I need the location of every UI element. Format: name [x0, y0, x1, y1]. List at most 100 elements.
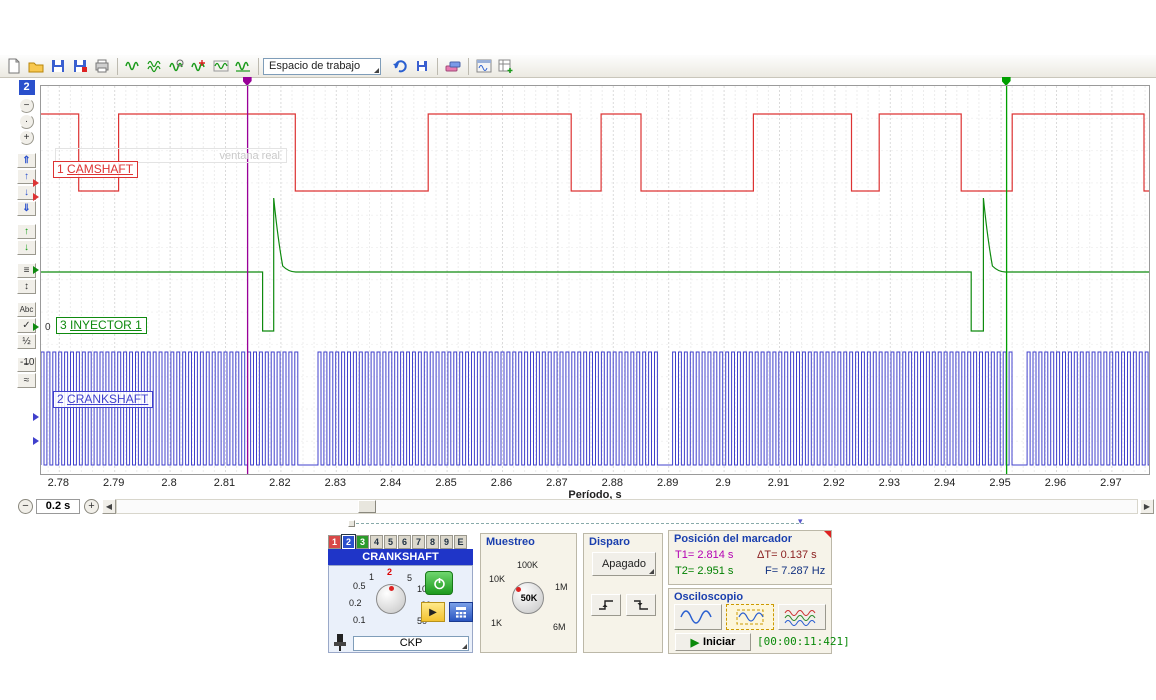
x-tick-label: 2.84: [379, 477, 402, 489]
zoom-reset-button[interactable]: ·: [19, 114, 34, 129]
sine-double-icon: [147, 60, 161, 73]
overlay-view-button[interactable]: ≈: [17, 373, 36, 388]
add-panel-button[interactable]: [495, 56, 517, 76]
pan-slider-grip[interactable]: [348, 520, 355, 527]
x-tick-label: 2.79: [102, 477, 125, 489]
dropdown-fold-icon: [374, 67, 379, 73]
inyector-level-marker-icon[interactable]: [33, 266, 39, 274]
sampling-knob[interactable]: 50K: [512, 582, 544, 614]
pan-slider-marker-icon[interactable]: ▾: [798, 516, 803, 526]
channel-label-crankshaft[interactable]: 2 CRANKSHAFT: [53, 391, 154, 408]
trigger-falling-edge-button[interactable]: [626, 594, 656, 616]
crankshaft-zero-marker-icon[interactable]: [33, 437, 39, 445]
time-zoom-out-button[interactable]: −: [18, 499, 33, 514]
move-trace-up-fast-button[interactable]: ⇑: [17, 153, 36, 168]
save-button[interactable]: [47, 56, 69, 76]
x-tick-label: 2.8: [161, 477, 177, 489]
channel-power-button[interactable]: [425, 571, 453, 595]
export-button[interactable]: [91, 56, 113, 76]
channel-auto-button[interactable]: ▶: [421, 602, 445, 622]
workspace-dropdown[interactable]: Espacio de trabajo: [263, 57, 381, 75]
knob-label: 5: [407, 573, 413, 583]
waveform-canvas: [40, 86, 1149, 474]
scope-settings-button[interactable]: [473, 56, 495, 76]
camshaft-zero-marker-icon[interactable]: [33, 193, 39, 201]
horizontal-scrollbar[interactable]: [116, 499, 1138, 514]
scroll-right-button[interactable]: ▶: [1140, 499, 1154, 514]
sampling-label: 10K: [489, 574, 506, 584]
next-screen-button[interactable]: ↓: [17, 240, 36, 255]
start-button[interactable]: ▶ Iniciar: [675, 633, 751, 651]
waveform-view-button[interactable]: ~: [17, 357, 36, 372]
trigger-mode-button[interactable]: Apagado: [592, 552, 656, 576]
marker-t2-handle[interactable]: [1001, 77, 1011, 86]
channel-tab-8[interactable]: 8: [426, 535, 439, 549]
mode-analog-button[interactable]: [674, 604, 722, 630]
channel-tab-1[interactable]: 1: [328, 535, 341, 549]
dropdown-fold-icon: [649, 569, 654, 574]
waveform-preset-2-button[interactable]: [144, 56, 166, 76]
channel-tab-5[interactable]: 5: [384, 535, 397, 549]
prev-screen-button[interactable]: ↑: [17, 224, 36, 239]
new-file-icon: [8, 58, 20, 74]
x-tick-label: 2.95: [989, 477, 1011, 489]
sine-add-icon: [191, 60, 205, 72]
channel-tab-E[interactable]: E: [454, 535, 467, 549]
probe-type-value: CKP: [399, 637, 423, 649]
undo-button[interactable]: [389, 56, 411, 76]
zoom-out-vertical-button[interactable]: −: [19, 98, 34, 113]
waveform-preset-1-button[interactable]: [122, 56, 144, 76]
probe-connector-icon: [332, 632, 348, 652]
probe-type-dropdown[interactable]: CKP: [353, 636, 469, 651]
zoom-in-vertical-button[interactable]: +: [19, 130, 34, 145]
pan-slider[interactable]: ▾: [348, 516, 810, 528]
move-trace-down-button[interactable]: ↓: [17, 185, 36, 200]
dropdown-fold-icon: [462, 644, 467, 649]
ratio-button[interactable]: ½: [17, 334, 36, 349]
oscilloscope-plot[interactable]: ventana real 1 CAMSHAFT 3 INYECTOR 1 2 C…: [40, 85, 1150, 475]
waveform-preset-6-button[interactable]: [232, 56, 254, 76]
time-per-div-value[interactable]: 0.2 s: [36, 499, 80, 514]
export-icon: [95, 59, 109, 73]
inyector-zero-marker-icon[interactable]: [33, 323, 39, 331]
labels-toggle-button[interactable]: Abc: [17, 302, 36, 317]
channel-tab-4[interactable]: 4: [370, 535, 383, 549]
t2-readout: T2= 2.951 s: [675, 565, 734, 577]
save-as-button[interactable]: [69, 56, 91, 76]
camshaft-level-marker-icon[interactable]: [33, 179, 39, 187]
new-file-button[interactable]: [3, 56, 25, 76]
active-channel-indicator: 2: [18, 80, 35, 95]
channel-tab-7[interactable]: 7: [412, 535, 425, 549]
scale-toggle-button[interactable]: ↕: [17, 279, 36, 294]
x-axis-ticks: 2.78 2.79 2.8 2.81 2.82 2.83 2.84 2.85 2.86 2.87 2…: [0, 477, 1156, 489]
trigger-rising-edge-button[interactable]: [591, 594, 621, 616]
channel-tab-9[interactable]: 9: [440, 535, 453, 549]
t1-readout: T1= 2.814 s: [675, 549, 734, 561]
marker-t1-handle[interactable]: [242, 77, 252, 86]
waveform-preset-5-button[interactable]: [210, 56, 232, 76]
channel-calc-button[interactable]: [449, 602, 473, 622]
channel-label-camshaft[interactable]: 1 CAMSHAFT: [53, 161, 139, 178]
x-tick-label: 2.86: [490, 477, 513, 489]
mode-selection-button[interactable]: [726, 604, 774, 630]
save-workspace-button[interactable]: [411, 56, 433, 76]
scrollbar-thumb[interactable]: [358, 500, 376, 513]
scroll-left-button[interactable]: ◀: [102, 499, 116, 514]
channel-tab-6[interactable]: 6: [398, 535, 411, 549]
crankshaft-level-marker-icon[interactable]: [33, 413, 39, 421]
move-trace-up-button[interactable]: ↑: [17, 169, 36, 184]
left-toolbar: 2 − · + ⇑ ↑ ↓ ⇓ ↑ ↓ ≡ ↕ Abc ✓ ½ ~ ≈: [16, 80, 37, 389]
mode-multitrace-button[interactable]: [778, 604, 826, 630]
toolbar-separator: [437, 57, 438, 75]
waveform-preset-3-button[interactable]: [166, 56, 188, 76]
channel-label-inyector[interactable]: 3 INYECTOR 1: [56, 317, 147, 334]
scale-knob[interactable]: [376, 584, 406, 614]
open-file-button[interactable]: [25, 56, 47, 76]
channel-tab-2[interactable]: 2: [342, 535, 355, 549]
waveform-preset-4-button[interactable]: [188, 56, 210, 76]
channel-tab-3[interactable]: 3: [356, 535, 369, 549]
move-trace-down-fast-button[interactable]: ⇓: [17, 201, 36, 216]
time-zoom-in-button[interactable]: +: [84, 499, 99, 514]
erase-button[interactable]: [442, 56, 464, 76]
save-icon: [52, 60, 64, 72]
